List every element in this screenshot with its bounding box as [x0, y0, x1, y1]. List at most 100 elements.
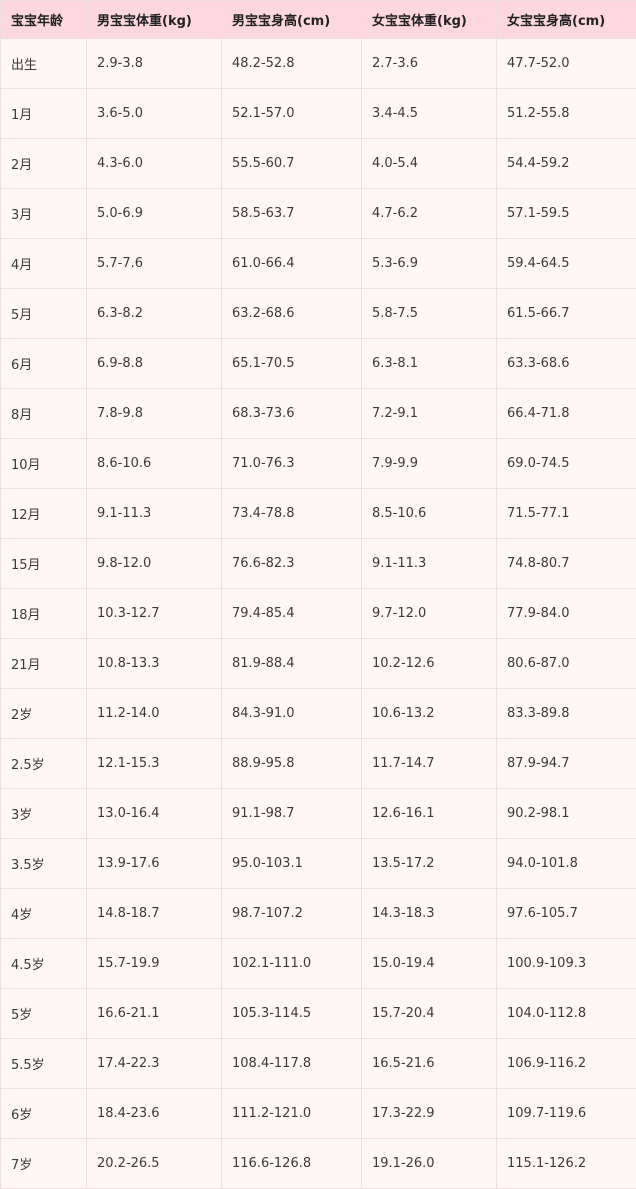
cell-boy-height: 84.3-91.0: [222, 689, 362, 739]
cell-age: 10月: [1, 439, 87, 489]
cell-girl-weight: 7.9-9.9: [362, 439, 497, 489]
cell-girl-height: 97.6-105.7: [497, 889, 636, 939]
cell-girl-weight: 5.8-7.5: [362, 289, 497, 339]
cell-girl-weight: 8.5-10.6: [362, 489, 497, 539]
cell-boy-weight: 13.0-16.4: [87, 789, 222, 839]
cell-age: 出生: [1, 39, 87, 89]
cell-girl-height: 104.0-112.8: [497, 989, 636, 1039]
cell-age: 5岁: [1, 989, 87, 1039]
cell-girl-height: 63.3-68.6: [497, 339, 636, 389]
cell-boy-weight: 5.0-6.9: [87, 189, 222, 239]
cell-girl-weight: 4.0-5.4: [362, 139, 497, 189]
cell-boy-height: 79.4-85.4: [222, 589, 362, 639]
column-header-boy-weight: 男宝宝体重(kg): [87, 1, 222, 39]
cell-girl-height: 66.4-71.8: [497, 389, 636, 439]
cell-boy-height: 91.1-98.7: [222, 789, 362, 839]
cell-boy-height: 81.9-88.4: [222, 639, 362, 689]
cell-girl-weight: 10.2-12.6: [362, 639, 497, 689]
cell-boy-height: 71.0-76.3: [222, 439, 362, 489]
cell-girl-height: 115.1-126.2: [497, 1139, 636, 1189]
cell-boy-weight: 9.1-11.3: [87, 489, 222, 539]
cell-age: 1月: [1, 89, 87, 139]
cell-boy-weight: 10.3-12.7: [87, 589, 222, 639]
cell-girl-weight: 13.5-17.2: [362, 839, 497, 889]
cell-boy-weight: 14.8-18.7: [87, 889, 222, 939]
cell-boy-weight: 11.2-14.0: [87, 689, 222, 739]
cell-boy-height: 58.5-63.7: [222, 189, 362, 239]
cell-boy-weight: 17.4-22.3: [87, 1039, 222, 1089]
cell-age: 18月: [1, 589, 87, 639]
cell-age: 12月: [1, 489, 87, 539]
cell-girl-weight: 4.7-6.2: [362, 189, 497, 239]
cell-boy-height: 108.4-117.8: [222, 1039, 362, 1089]
cell-girl-weight: 7.2-9.1: [362, 389, 497, 439]
cell-girl-weight: 9.1-11.3: [362, 539, 497, 589]
cell-girl-height: 59.4-64.5: [497, 239, 636, 289]
cell-boy-weight: 15.7-19.9: [87, 939, 222, 989]
cell-age: 5月: [1, 289, 87, 339]
cell-girl-weight: 14.3-18.3: [362, 889, 497, 939]
cell-girl-height: 74.8-80.7: [497, 539, 636, 589]
cell-boy-weight: 7.8-9.8: [87, 389, 222, 439]
cell-girl-weight: 6.3-8.1: [362, 339, 497, 389]
cell-age: 2月: [1, 139, 87, 189]
cell-boy-height: 105.3-114.5: [222, 989, 362, 1039]
cell-age: 3.5岁: [1, 839, 87, 889]
cell-girl-height: 77.9-84.0: [497, 589, 636, 639]
cell-girl-height: 80.6-87.0: [497, 639, 636, 689]
cell-boy-weight: 13.9-17.6: [87, 839, 222, 889]
cell-boy-height: 76.6-82.3: [222, 539, 362, 589]
cell-girl-weight: 10.6-13.2: [362, 689, 497, 739]
cell-boy-height: 73.4-78.8: [222, 489, 362, 539]
column-header-age: 宝宝年龄: [1, 1, 87, 39]
cell-age: 6岁: [1, 1089, 87, 1139]
cell-age: 5.5岁: [1, 1039, 87, 1089]
cell-girl-height: 61.5-66.7: [497, 289, 636, 339]
cell-girl-weight: 9.7-12.0: [362, 589, 497, 639]
cell-boy-height: 111.2-121.0: [222, 1089, 362, 1139]
cell-girl-weight: 19.1-26.0: [362, 1139, 497, 1189]
cell-girl-weight: 15.0-19.4: [362, 939, 497, 989]
cell-boy-weight: 16.6-21.1: [87, 989, 222, 1039]
cell-girl-height: 71.5-77.1: [497, 489, 636, 539]
cell-girl-height: 57.1-59.5: [497, 189, 636, 239]
cell-boy-height: 88.9-95.8: [222, 739, 362, 789]
cell-age: 3岁: [1, 789, 87, 839]
cell-girl-weight: 15.7-20.4: [362, 989, 497, 1039]
cell-boy-weight: 12.1-15.3: [87, 739, 222, 789]
column-header-girl-height: 女宝宝身高(cm): [497, 1, 636, 39]
cell-age: 15月: [1, 539, 87, 589]
cell-age: 2岁: [1, 689, 87, 739]
cell-boy-height: 116.6-126.8: [222, 1139, 362, 1189]
cell-age: 4月: [1, 239, 87, 289]
cell-boy-height: 68.3-73.6: [222, 389, 362, 439]
cell-girl-height: 83.3-89.8: [497, 689, 636, 739]
cell-boy-height: 65.1-70.5: [222, 339, 362, 389]
cell-age: 2.5岁: [1, 739, 87, 789]
column-header-girl-weight: 女宝宝体重(kg): [362, 1, 497, 39]
cell-girl-height: 54.4-59.2: [497, 139, 636, 189]
cell-girl-height: 87.9-94.7: [497, 739, 636, 789]
cell-girl-height: 100.9-109.3: [497, 939, 636, 989]
cell-girl-weight: 2.7-3.6: [362, 39, 497, 89]
cell-boy-weight: 6.9-8.8: [87, 339, 222, 389]
